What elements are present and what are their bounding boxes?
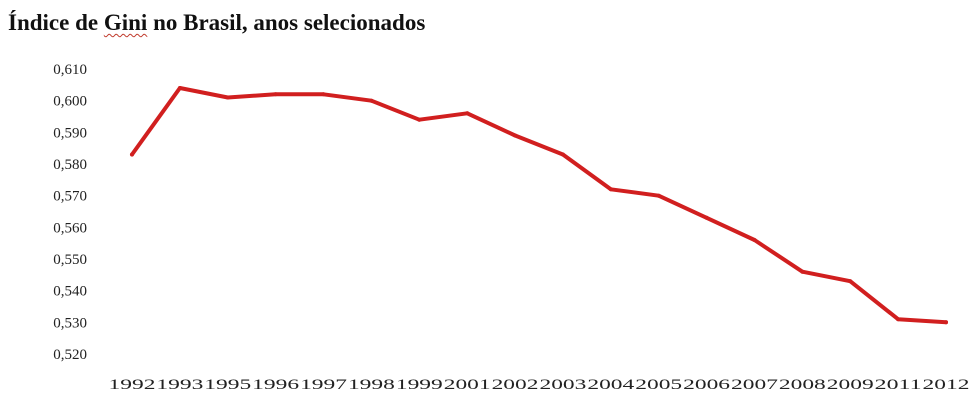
x-tick-label: 2012: [923, 377, 970, 393]
chart-title: Índice de Gini no Brasil, anos seleciona…: [8, 10, 425, 36]
y-tick-label: 0,570: [53, 189, 87, 205]
x-axis: 1992 1993 1995 1996 1997 1998 1999 2001 2002 2003…: [109, 377, 970, 393]
chart-title-end: no Brasil, anos selecionados: [147, 10, 426, 35]
x-tick-label: 2007: [731, 377, 779, 393]
x-tick-label: 2002: [492, 377, 539, 393]
y-tick-label: 0,540: [53, 284, 87, 300]
data-point: [656, 193, 661, 198]
y-tick-label: 0,600: [53, 94, 87, 110]
y-tick-label: 0,530: [53, 315, 87, 331]
data-point: [369, 98, 374, 103]
x-tick-label: 1995: [204, 377, 251, 393]
data-point: [513, 133, 518, 138]
y-axis: 0,520 0,530 0,540 0,550 0,560 0,570 0,580 0,590…: [53, 62, 87, 363]
data-point: [704, 215, 709, 220]
x-tick-label: 2011: [875, 377, 922, 393]
x-tick-label: 2004: [587, 377, 635, 393]
y-tick-label: 0,560: [53, 220, 87, 236]
data-point: [896, 317, 901, 322]
data-point: [944, 320, 948, 325]
data-point: [225, 95, 230, 100]
data-point: [800, 269, 805, 274]
series-line: [130, 86, 948, 325]
y-tick-label: 0,610: [53, 62, 87, 78]
x-tick-label: 1993: [156, 377, 203, 393]
series-layer: [130, 86, 948, 325]
chart-title-gini: Gini: [103, 10, 148, 35]
data-point: [560, 152, 565, 157]
y-tick-label: 0,580: [53, 157, 87, 173]
data-point: [321, 92, 326, 97]
x-tick-label: 2003: [539, 377, 586, 393]
x-tick-label: 2005: [635, 377, 682, 393]
y-tick-label: 0,590: [53, 125, 87, 141]
x-tick-label: 1999: [396, 377, 443, 393]
x-tick-label: 2001: [444, 377, 491, 393]
chart-title-start: Índice de: [8, 10, 104, 35]
x-tick-label: 1997: [300, 377, 348, 393]
x-tick-label: 1992: [109, 377, 156, 393]
x-tick-label: 2008: [779, 377, 826, 393]
data-point: [417, 117, 422, 122]
x-tick-label: 1996: [252, 377, 300, 393]
data-point: [752, 238, 757, 242]
data-point: [608, 187, 613, 192]
data-point: [465, 111, 470, 116]
x-tick-label: 2006: [683, 377, 731, 393]
x-tick-label: 1998: [348, 377, 395, 393]
data-point: [273, 92, 278, 97]
y-tick-label: 0,520: [53, 347, 87, 363]
y-tick-label: 0,550: [53, 252, 87, 268]
x-tick-label: 2009: [827, 377, 874, 393]
data-point: [177, 86, 182, 90]
data-point: [848, 279, 853, 284]
data-point: [130, 152, 134, 157]
